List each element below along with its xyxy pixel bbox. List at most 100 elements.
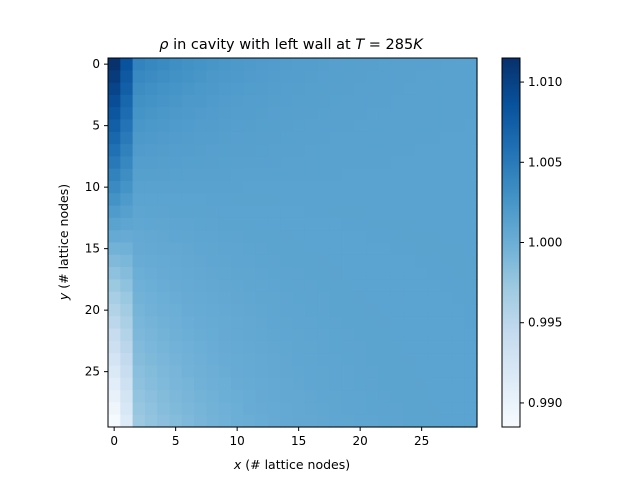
heatmap-cell <box>415 316 429 330</box>
heatmap-cell <box>403 390 417 403</box>
heatmap-cell <box>464 340 478 354</box>
heatmap-cell <box>292 291 306 305</box>
heatmap-cell <box>378 390 392 403</box>
heatmap-cell <box>390 242 404 256</box>
heatmap-cell <box>181 316 195 330</box>
heatmap-cell <box>304 82 318 96</box>
heatmap-cell <box>218 377 232 391</box>
heatmap-cell <box>231 328 244 342</box>
heatmap-cell <box>255 217 269 231</box>
heatmap-cell <box>181 414 195 428</box>
heatmap-cell <box>267 291 281 305</box>
heatmap-cell <box>255 181 269 194</box>
heatmap-cell <box>304 156 318 170</box>
heatmap-cell <box>390 119 404 133</box>
heatmap-cell <box>120 402 134 416</box>
heatmap-cell <box>231 156 244 170</box>
heatmap-cell <box>218 82 232 96</box>
heatmap-cell <box>354 390 367 403</box>
heatmap-cell <box>390 131 404 145</box>
heatmap-cell <box>304 402 318 416</box>
heatmap-cell <box>157 304 171 317</box>
heatmap-cell <box>231 193 244 207</box>
heatmap-cell <box>157 377 171 391</box>
heatmap-cell <box>206 316 220 330</box>
heatmap-cell <box>354 230 367 244</box>
heatmap-cell <box>132 58 146 71</box>
heatmap-cell <box>415 377 429 391</box>
heatmap-cell <box>452 230 466 244</box>
heatmap-cell <box>218 328 232 342</box>
heatmap-cell <box>206 144 220 157</box>
heatmap-cell <box>390 82 404 96</box>
heatmap-cell <box>218 58 232 71</box>
heatmap-cell <box>218 230 232 244</box>
y-tick-label: 15 <box>85 242 100 256</box>
heatmap-cell <box>120 193 134 207</box>
heatmap-cell <box>120 377 134 391</box>
heatmap-cell <box>231 58 244 71</box>
heatmap-cell <box>181 365 195 379</box>
heatmap-cell <box>267 365 281 379</box>
heatmap-cell <box>144 230 158 244</box>
heatmap-cell <box>304 377 318 391</box>
heatmap-cell <box>267 70 281 84</box>
heatmap-cell <box>120 279 134 293</box>
heatmap-cell <box>267 242 281 256</box>
heatmap-cell <box>378 279 392 293</box>
heatmap-cell <box>378 377 392 391</box>
heatmap-cell <box>243 119 257 133</box>
heatmap-cell <box>157 70 171 84</box>
heatmap-cell <box>464 242 478 256</box>
heatmap-cell <box>108 291 121 305</box>
heatmap-cell <box>267 82 281 96</box>
y-axis-label: y (# lattice nodes) <box>56 184 71 301</box>
heatmap-cell <box>194 377 207 391</box>
heatmap-cell <box>390 316 404 330</box>
heatmap-cell <box>255 156 269 170</box>
heatmap-cell <box>317 168 330 182</box>
heatmap-cell <box>144 82 158 96</box>
heatmap-cell <box>464 193 478 207</box>
heatmap-cell <box>329 390 343 403</box>
heatmap-cell <box>132 94 146 108</box>
heatmap-cell <box>366 230 380 244</box>
heatmap-cell <box>329 304 343 317</box>
heatmap-cell <box>194 328 207 342</box>
heatmap-cell <box>169 279 183 293</box>
heatmap-cell <box>452 58 466 71</box>
heatmap-cell <box>464 131 478 145</box>
heatmap-cell <box>132 70 146 84</box>
heatmap-cell <box>464 58 478 71</box>
heatmap-cell <box>108 193 121 207</box>
heatmap-cell <box>390 377 404 391</box>
heatmap-cell <box>255 353 269 367</box>
heatmap-cell <box>292 328 306 342</box>
heatmap-cell <box>329 181 343 194</box>
heatmap-cell <box>255 168 269 182</box>
heatmap-cell <box>280 70 294 84</box>
heatmap-cell <box>194 217 207 231</box>
heatmap-cell <box>120 168 134 182</box>
colorbar-tick-label: 1.010 <box>528 75 562 89</box>
heatmap-cell <box>292 181 306 194</box>
heatmap-cell <box>120 156 134 170</box>
heatmap-cell <box>427 144 441 157</box>
heatmap-cell <box>427 58 441 71</box>
heatmap-cell <box>329 279 343 293</box>
heatmap-cell <box>390 144 404 157</box>
heatmap-cell <box>390 402 404 416</box>
heatmap-cell <box>132 316 146 330</box>
heatmap-cell <box>132 193 146 207</box>
heatmap-cell <box>108 254 121 268</box>
heatmap-cell <box>427 242 441 256</box>
heatmap-cell <box>378 193 392 207</box>
heatmap-cell <box>452 365 466 379</box>
heatmap-cell <box>354 144 367 157</box>
heatmap-cell <box>108 82 121 96</box>
heatmap-cell <box>440 316 453 330</box>
heatmap-cell <box>354 82 367 96</box>
heatmap-cell <box>157 254 171 268</box>
plot-frame <box>107 57 478 428</box>
heatmap-cell <box>452 279 466 293</box>
